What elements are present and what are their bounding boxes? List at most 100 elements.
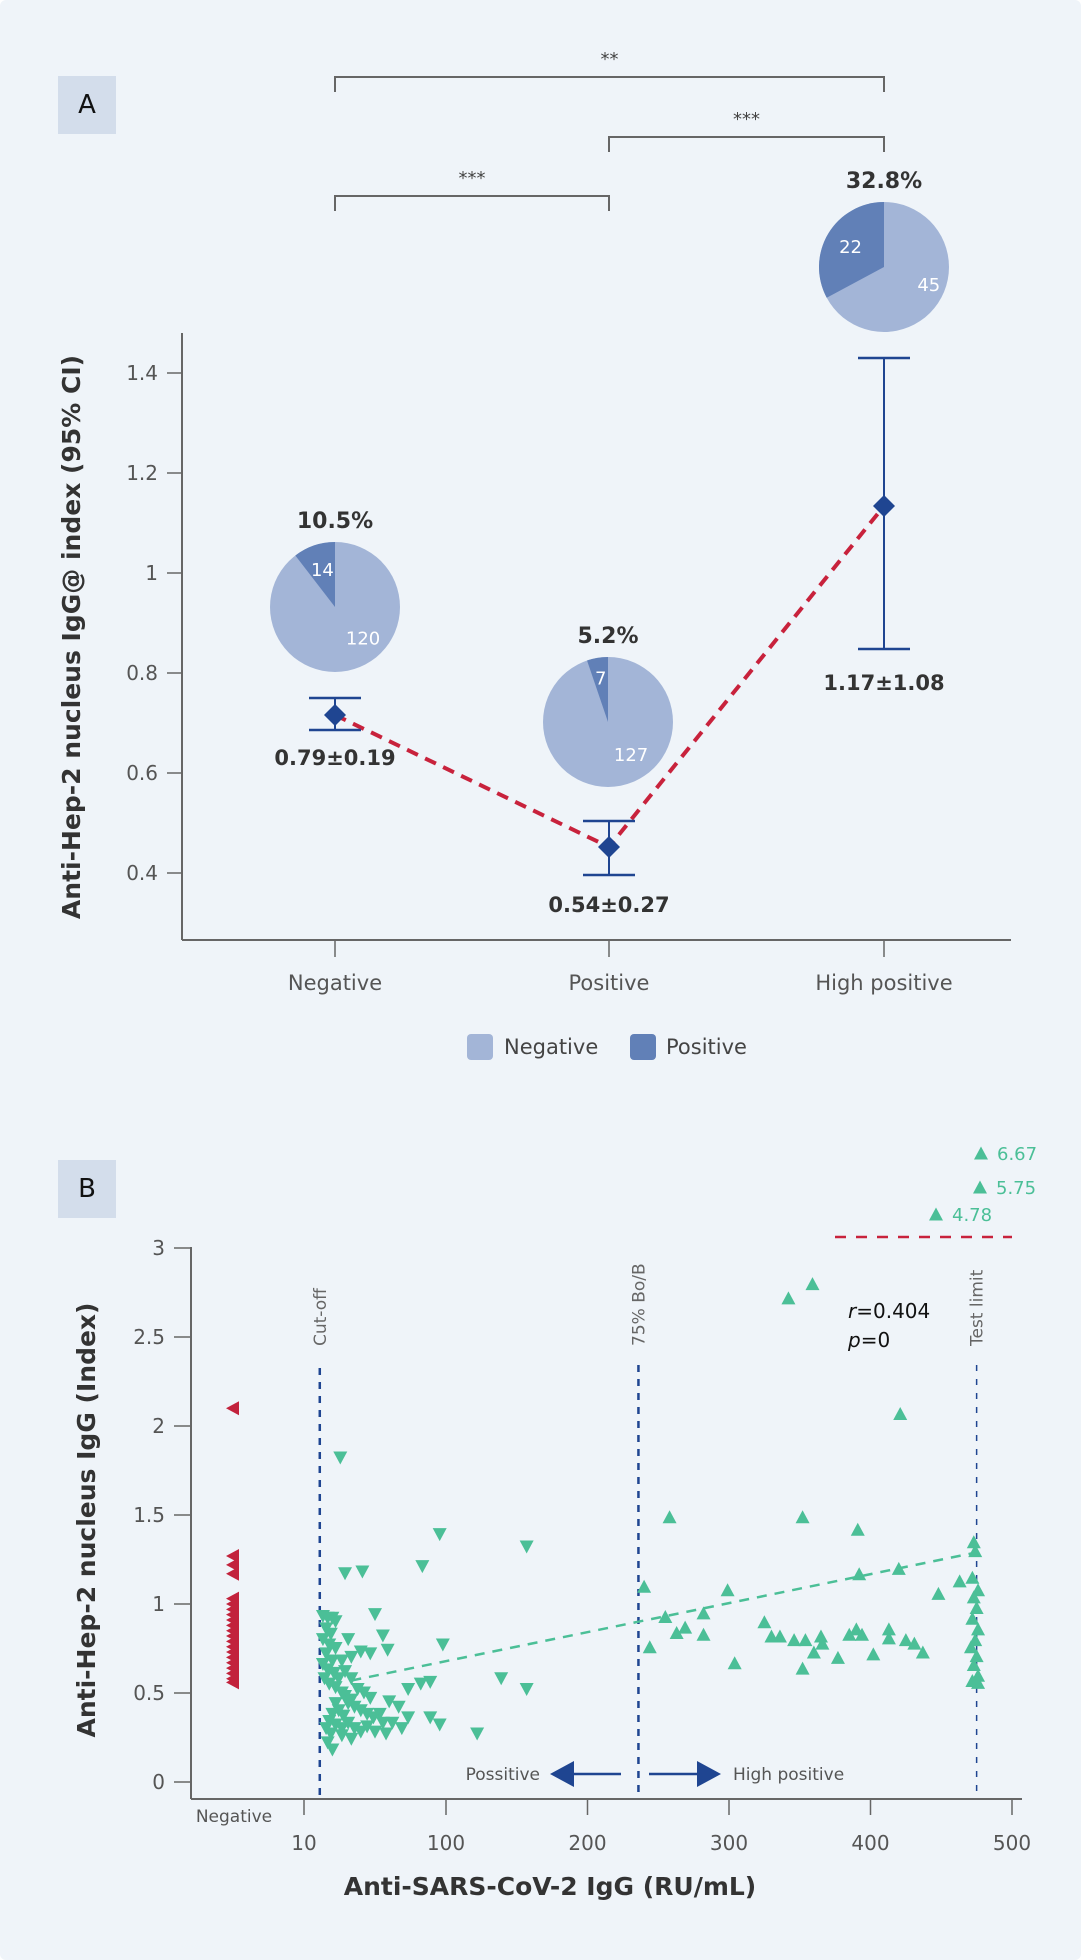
scatter-point (806, 1645, 821, 1659)
p-value-label: p=0 (847, 1328, 890, 1352)
pie-negative-count: 45 (917, 275, 940, 296)
significance-bracket (334, 195, 610, 211)
scatter-point (435, 1638, 450, 1652)
scatter-point (720, 1583, 735, 1597)
y-tick-label: 3 (152, 1236, 165, 1260)
scatter-point (965, 1611, 980, 1625)
arrow-right-icon (697, 1761, 721, 1787)
scatter-point (727, 1656, 742, 1670)
scatter-point (341, 1697, 356, 1711)
scatter-point (338, 1665, 353, 1679)
y-axis-title: Anti-Hep-2 nucleus IgG (Index) (72, 1303, 101, 1738)
x-tick-label: 500 (993, 1831, 1031, 1855)
scatter-point (642, 1640, 657, 1654)
scatter-point (375, 1716, 390, 1730)
scatter-point (368, 1725, 382, 1739)
scatter-point (347, 1700, 362, 1714)
scatter-point (334, 1654, 349, 1668)
scatter-point (881, 1622, 896, 1636)
scatter-point (415, 1560, 430, 1574)
scatter-point (323, 1627, 338, 1641)
scatter-point (952, 1574, 967, 1588)
scatter-point (323, 1727, 338, 1741)
significance-label: *** (459, 168, 486, 189)
pie-negative-count: 127 (614, 745, 648, 766)
scatter-point (969, 1601, 984, 1615)
scatter-point (966, 1658, 981, 1672)
y-tick-label: 0 (152, 1770, 165, 1794)
scatter-point (855, 1627, 870, 1641)
scatter-point (355, 1565, 370, 1579)
panel-a-tag: A (58, 76, 116, 134)
panel-b-tag: B (58, 1160, 116, 1218)
scatter-point (891, 1561, 906, 1575)
scatter-point (881, 1631, 896, 1645)
x-tick-label: 400 (851, 1831, 889, 1855)
scatter-point (662, 1510, 677, 1524)
scatter-point (350, 1682, 365, 1696)
scatter-point (366, 1711, 381, 1725)
x-axis-title: Anti-SARS-CoV-2 IgG (RU/mL) (344, 1872, 757, 1901)
scatter-point (344, 1732, 359, 1746)
scatter-point (966, 1590, 981, 1604)
x-tick-label: 10 (291, 1831, 316, 1855)
scatter-point (322, 1677, 337, 1691)
scatter-point (325, 1707, 340, 1721)
scatter-point (931, 1586, 946, 1600)
scatter-point (325, 1654, 340, 1668)
outlier-point (929, 1207, 943, 1221)
pie-negative-count: 120 (346, 629, 380, 650)
pie-positive-count: 14 (311, 560, 334, 581)
mean-value-label: 0.54±0.27 (548, 893, 669, 917)
scatter-point (328, 1697, 343, 1711)
scatter-point (795, 1510, 810, 1524)
scatter-point (334, 1722, 349, 1736)
scatter-point (963, 1640, 978, 1654)
y-tick-label: 0.8 (126, 661, 158, 685)
x-negative-label: Negative (196, 1807, 272, 1827)
pie-percent-label: 32.8% (846, 169, 922, 194)
scatter-point (360, 1720, 375, 1734)
scatter-point (401, 1682, 416, 1696)
scatter-point (678, 1620, 693, 1634)
y-tick-label: 1.5 (133, 1503, 165, 1527)
pie-chart: 14 120 (270, 542, 400, 672)
outlier-value-label: 5.75 (996, 1178, 1036, 1199)
outlier-value-label: 4.78 (952, 1205, 992, 1226)
y-tick-label: 0.6 (126, 761, 158, 785)
y-tick-label: 1.2 (126, 461, 158, 485)
x-tick-label: 100 (427, 1831, 465, 1855)
scatter-point (353, 1704, 368, 1718)
significance-label: *** (733, 109, 760, 130)
scatter-point (344, 1672, 359, 1686)
pie-slice-positive (295, 542, 335, 607)
scatter-point (965, 1570, 980, 1584)
scatter-point (363, 1647, 378, 1661)
x-tick-label: 200 (568, 1831, 606, 1855)
scatter-point (328, 1718, 343, 1732)
scatter-point (658, 1609, 673, 1623)
regression-line (351, 1551, 977, 1682)
scatter-point (969, 1649, 984, 1663)
legend-swatch-positive (630, 1034, 656, 1060)
scatter-point (328, 1642, 343, 1655)
scatter-point (494, 1672, 509, 1686)
scatter-point (320, 1736, 335, 1750)
scatter-point (226, 1557, 239, 1572)
scatter-point (226, 1548, 239, 1563)
scatter-point (669, 1625, 684, 1639)
scatter-point (696, 1606, 711, 1620)
scatter-point (764, 1629, 779, 1643)
scatter-point (226, 1675, 239, 1690)
mean-value-label: 0.79±0.19 (274, 746, 395, 770)
scatter-point (432, 1528, 447, 1542)
scatter-point (322, 1714, 337, 1728)
scatter-point (338, 1690, 353, 1704)
pie-positive-count: 22 (839, 237, 862, 258)
significance-bracket (608, 136, 885, 152)
y-tick-label: 0.4 (126, 861, 158, 885)
scatter-point (320, 1663, 335, 1677)
y-tick-label: 1 (152, 1592, 165, 1616)
